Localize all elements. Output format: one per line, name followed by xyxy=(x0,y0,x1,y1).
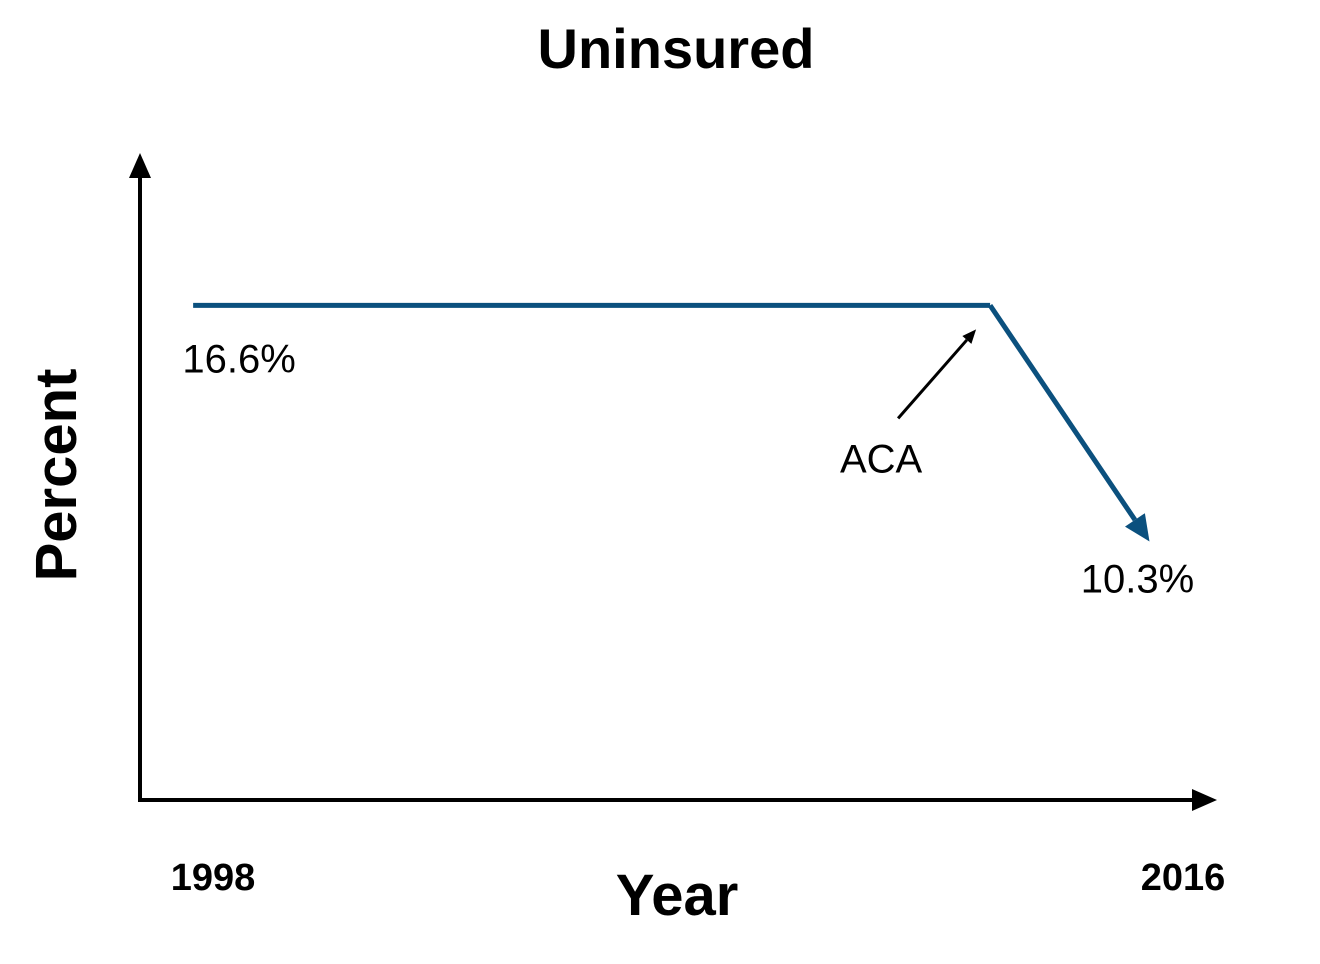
chart-title: Uninsured xyxy=(538,17,815,80)
y-axis xyxy=(129,153,151,802)
x-axis xyxy=(138,789,1217,811)
data-label-start: 16.6% xyxy=(182,337,295,381)
x-axis-label: Year xyxy=(616,863,739,928)
annotation-arrowhead xyxy=(962,329,977,344)
x-tick-label-start: 1998 xyxy=(171,857,256,899)
series-line-segment-decline xyxy=(988,303,1138,522)
annotation-label-aca: ACA xyxy=(840,437,923,481)
plot-area: 16.6% 10.3% ACA xyxy=(182,302,1194,601)
annotation-arrow-line xyxy=(896,338,969,420)
y-axis-arrowhead xyxy=(129,153,151,178)
data-label-end: 10.3% xyxy=(1081,557,1194,601)
x-axis-arrowhead xyxy=(1192,789,1217,811)
x-tick-label-end: 2016 xyxy=(1141,857,1226,899)
series-arrowhead xyxy=(1125,513,1150,542)
y-axis-label: Percent xyxy=(24,369,89,582)
